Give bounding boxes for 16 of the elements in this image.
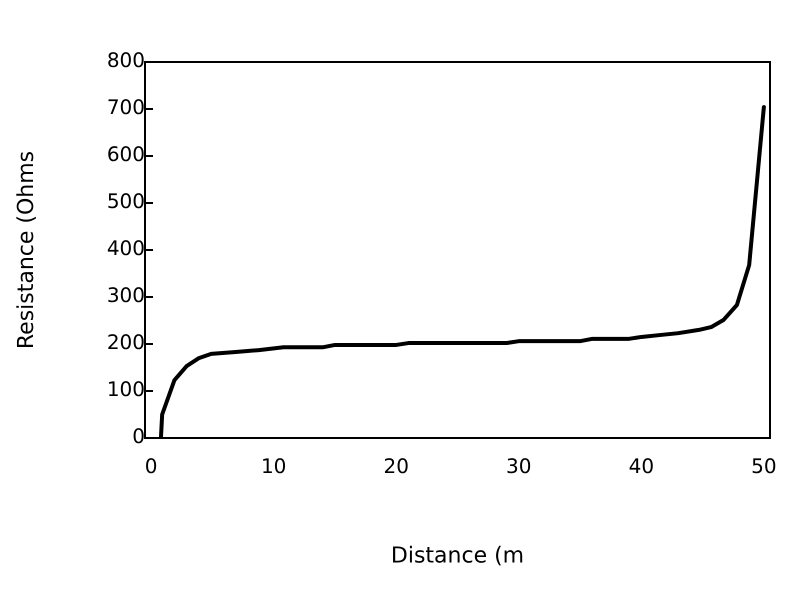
y-tick-label: 800 <box>106 48 145 72</box>
y-tick-label: 400 <box>106 236 145 260</box>
y-tick-label: 700 <box>106 95 145 120</box>
x-tick-label: 20 <box>384 454 409 478</box>
y-axis-title: Resistance (Ohms <box>14 150 39 350</box>
y-tick-label: 100 <box>106 377 145 402</box>
x-axis-title: Distance (m <box>390 544 524 569</box>
y-tick-label: 200 <box>106 330 145 354</box>
x-tick-label: 30 <box>506 454 532 478</box>
y-tick-label: 300 <box>106 283 145 308</box>
y-tick-label: 500 <box>106 189 145 214</box>
x-tick-label: 10 <box>260 454 286 478</box>
x-tick-label: 40 <box>628 454 654 478</box>
y-tick-label: 600 <box>106 142 145 166</box>
x-tick-label: 50 <box>751 454 777 478</box>
y-tick-label: 0 <box>132 424 145 448</box>
